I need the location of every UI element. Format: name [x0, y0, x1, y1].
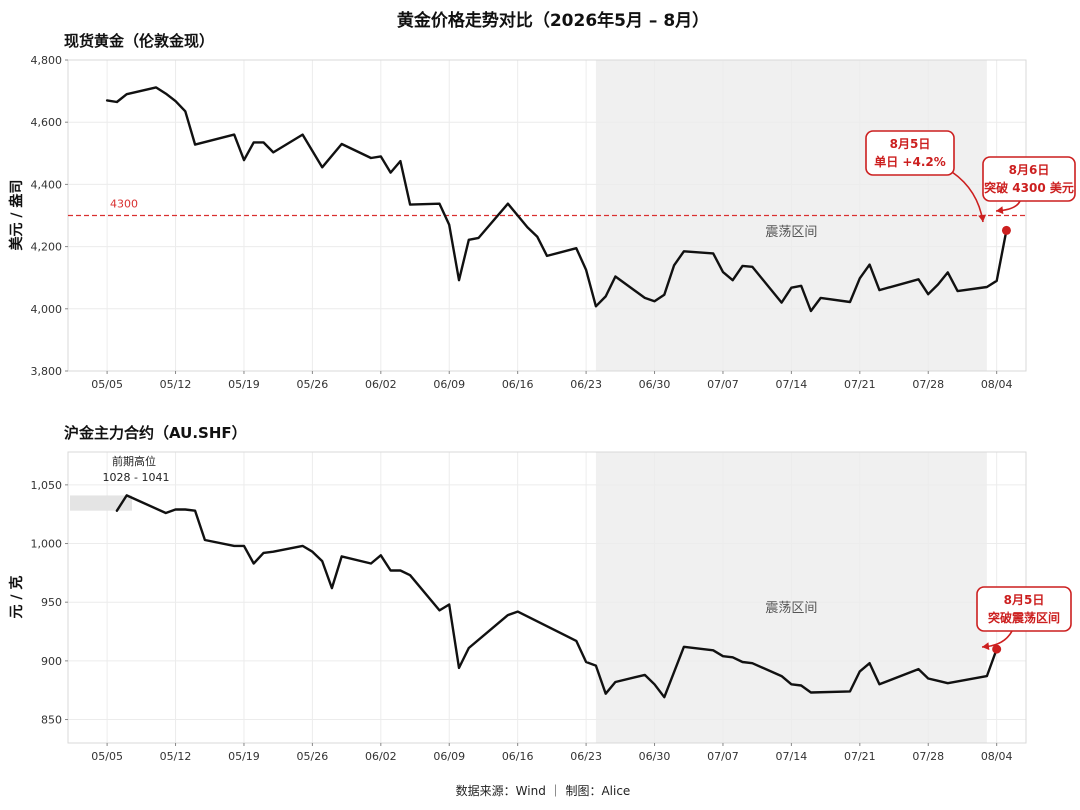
- x-tick-label: 06/16: [502, 750, 534, 763]
- previous-high-band: [70, 495, 132, 511]
- annotation-aug5-arrow-head: [978, 214, 987, 222]
- annotation-aug5-surge-text: 8月5日: [890, 137, 931, 151]
- x-tick-label: 06/23: [570, 378, 602, 391]
- x-tick-label: 05/19: [228, 750, 260, 763]
- x-tick-label: 05/12: [160, 378, 192, 391]
- annotation-aug5-breakout-text: 8月5日: [1004, 593, 1045, 607]
- annotation-aug6-breakout-text: 8月6日: [1009, 163, 1050, 177]
- panel-1-y-axis-label: 美元 / 盎司: [8, 180, 25, 251]
- annotation-breakout-arrow-head: [982, 642, 990, 651]
- source-note: 数据来源：Wind ｜ 制图：Alice: [456, 783, 631, 798]
- previous-high-label: 前期高位: [112, 454, 156, 468]
- x-tick-label: 07/28: [912, 378, 944, 391]
- x-tick-label: 06/16: [502, 378, 534, 391]
- x-tick-label: 05/26: [297, 750, 329, 763]
- y-tick-label: 4,200: [31, 241, 63, 254]
- x-tick-label: 07/21: [844, 750, 876, 763]
- x-tick-label: 06/30: [639, 750, 671, 763]
- x-tick-label: 05/19: [228, 378, 260, 391]
- y-tick-label: 1,050: [31, 479, 63, 492]
- x-tick-label: 05/05: [91, 378, 123, 391]
- y-tick-label: 1,000: [31, 538, 63, 551]
- x-tick-label: 07/28: [912, 750, 944, 763]
- y-tick-label: 850: [41, 714, 62, 727]
- price-series-line: [115, 494, 998, 699]
- annotation-aug6-breakout-text: 突破 4300 美元: [984, 180, 1074, 195]
- y-tick-label: 900: [41, 655, 62, 668]
- x-tick-label: 06/23: [570, 750, 602, 763]
- panel-2-plot: 850 900 950 1,000 1,050 05/05 05/12 05/19 05/26 0…: [31, 451, 1072, 763]
- y-tick-label: 950: [41, 596, 62, 609]
- x-tick-label: 08/04: [981, 750, 1013, 763]
- y-tick-label: 4,400: [31, 178, 63, 191]
- highlight-point: [992, 644, 1002, 654]
- x-tick-label: 05/05: [91, 750, 123, 763]
- panel-2-title: 沪金主力合约（AU.SHF）: [64, 424, 247, 442]
- highlight-point: [1001, 225, 1011, 235]
- x-tick-label: 05/12: [160, 750, 192, 763]
- figure-title: 黄金价格走势对比（2026年5月 – 8月）: [397, 10, 709, 31]
- x-tick-label: 05/26: [297, 378, 329, 391]
- x-tick-label: 06/09: [433, 750, 465, 763]
- x-tick-label: 07/14: [776, 750, 808, 763]
- x-tick-label: 06/02: [365, 378, 397, 391]
- x-tick-label: 06/09: [433, 378, 465, 391]
- annotation-aug6-arrow-head: [996, 206, 1004, 215]
- x-tick-label: 06/02: [365, 750, 397, 763]
- y-tick-label: 4,600: [31, 116, 63, 129]
- panel-2-y-axis-label: 元 / 克: [8, 576, 25, 619]
- x-tick-label: 06/30: [639, 378, 671, 391]
- x-tick-label: 07/07: [707, 750, 739, 763]
- annotation-aug6-breakout-box: [982, 156, 1076, 202]
- x-tick-label: 07/14: [776, 378, 808, 391]
- x-tick-label: 07/21: [844, 378, 876, 391]
- x-tick-label: 07/07: [707, 378, 739, 391]
- consolidation-zone-label: 震荡区间: [765, 225, 817, 240]
- annotation-aug5-surge-text: 单日 +4.2%: [874, 154, 946, 169]
- y-tick-label: 4,800: [31, 54, 63, 67]
- annotation-aug5-breakout-text: 突破震荡区间: [988, 610, 1060, 625]
- consolidation-zone-label: 震荡区间: [765, 601, 817, 616]
- y-tick-label: 4,000: [31, 303, 63, 316]
- y-tick-label: 3,800: [31, 365, 63, 378]
- annotation-aug5-breakout-box: [976, 586, 1072, 632]
- annotation-aug5-surge-box: [865, 130, 955, 176]
- panel-1-plot: 3,800 4,000 4,200 4,400 4,600 4,800 05/05 05/12…: [31, 54, 1076, 391]
- panel-1-title: 现货黄金（伦敦金现）: [64, 32, 214, 50]
- price-series-line: [105, 86, 1008, 313]
- reference-line-label: 4300: [110, 198, 138, 211]
- x-tick-label: 08/04: [981, 378, 1013, 391]
- previous-high-range-label: 1028 - 1041: [103, 471, 170, 484]
